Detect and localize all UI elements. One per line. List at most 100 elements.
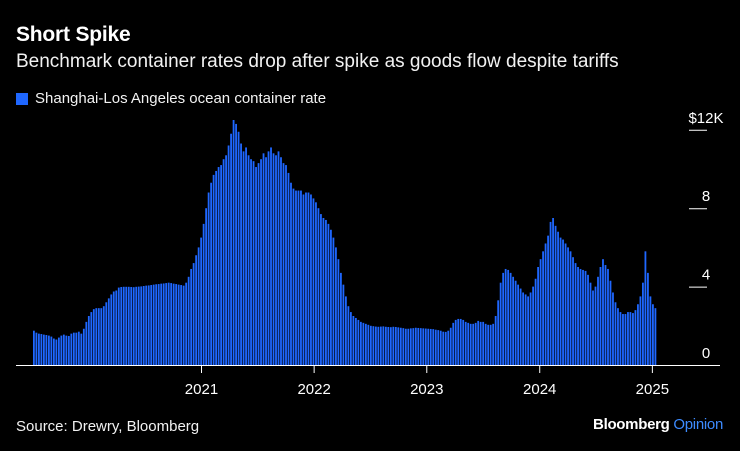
bar xyxy=(185,282,188,365)
bar xyxy=(255,167,257,365)
bar xyxy=(285,165,287,365)
brand-name: Bloomberg xyxy=(593,416,670,433)
chart-title: Short Spike xyxy=(16,23,131,46)
bar xyxy=(97,308,100,365)
x-tick-label: 2023 xyxy=(410,381,443,398)
bar xyxy=(527,296,530,365)
bar xyxy=(127,286,130,365)
bar xyxy=(205,208,208,365)
bar xyxy=(459,318,462,365)
bar xyxy=(120,286,123,365)
bar xyxy=(212,174,215,365)
bar xyxy=(237,131,240,365)
bar xyxy=(130,286,133,365)
bar xyxy=(115,290,118,365)
bar xyxy=(582,269,584,365)
bar xyxy=(462,319,465,365)
bar xyxy=(277,151,280,365)
bar xyxy=(62,334,65,365)
bar xyxy=(295,190,297,365)
bar xyxy=(492,323,495,365)
bar xyxy=(240,143,242,365)
bar xyxy=(617,308,619,365)
bar xyxy=(372,326,375,365)
bar xyxy=(474,322,477,365)
bar xyxy=(252,161,255,365)
bar xyxy=(604,265,607,365)
bar xyxy=(297,190,300,365)
y-tick-label: 4 xyxy=(702,267,710,284)
bar xyxy=(52,338,55,365)
bar xyxy=(152,284,155,365)
bar xyxy=(167,282,170,365)
bar xyxy=(619,312,622,365)
bar xyxy=(432,329,435,365)
bar xyxy=(359,321,362,365)
bar xyxy=(112,291,115,365)
bar xyxy=(367,324,370,365)
bar xyxy=(117,287,120,365)
bar xyxy=(637,304,639,365)
bar xyxy=(539,259,542,365)
bar xyxy=(502,272,505,365)
bar xyxy=(267,151,270,365)
bar xyxy=(429,328,432,365)
bar xyxy=(67,335,70,365)
bar xyxy=(235,123,237,365)
bar xyxy=(135,286,138,365)
bar xyxy=(379,326,382,365)
bar xyxy=(40,334,43,365)
bar xyxy=(210,182,213,365)
bar xyxy=(42,334,45,365)
bar xyxy=(72,332,75,365)
bar xyxy=(494,316,497,365)
chart-subtitle: Benchmark container rates drop after spi… xyxy=(16,51,619,72)
bar xyxy=(584,270,587,365)
chart-legend: Shanghai-Los Angeles ocean container rat… xyxy=(16,90,326,107)
bar xyxy=(647,272,649,365)
bar xyxy=(80,333,83,365)
bar xyxy=(607,268,609,365)
y-tick-label: $12K xyxy=(688,110,723,127)
bar xyxy=(330,229,332,365)
bar xyxy=(562,239,564,365)
bar xyxy=(392,326,395,365)
bar xyxy=(467,322,470,365)
bar xyxy=(87,316,90,365)
bar xyxy=(622,314,624,365)
bar xyxy=(557,231,559,365)
bar xyxy=(574,263,577,365)
bar xyxy=(140,286,143,365)
bar xyxy=(47,335,50,365)
bar xyxy=(77,331,80,365)
bar xyxy=(320,214,322,365)
bar xyxy=(280,157,282,365)
bar xyxy=(374,326,377,365)
bar xyxy=(250,159,252,365)
bar xyxy=(242,151,245,365)
bar xyxy=(230,133,232,365)
bar xyxy=(110,294,113,365)
bar xyxy=(399,327,402,365)
bar xyxy=(332,237,335,365)
brand-logo: Bloomberg Opinion xyxy=(593,416,723,433)
bar xyxy=(444,331,447,365)
bar xyxy=(55,339,58,365)
bar xyxy=(629,312,632,365)
bar xyxy=(484,323,487,365)
bar xyxy=(442,331,445,365)
bar xyxy=(100,308,103,365)
bar xyxy=(300,190,302,365)
bar xyxy=(349,312,352,365)
bar xyxy=(312,198,315,365)
bar xyxy=(342,284,345,365)
bar xyxy=(325,219,327,365)
bar xyxy=(195,255,198,365)
x-tick-label: 2024 xyxy=(523,381,556,398)
bar xyxy=(155,284,158,365)
bar xyxy=(517,284,520,365)
bar xyxy=(260,159,262,365)
x-tick-label: 2025 xyxy=(636,381,669,398)
bar xyxy=(489,324,492,365)
